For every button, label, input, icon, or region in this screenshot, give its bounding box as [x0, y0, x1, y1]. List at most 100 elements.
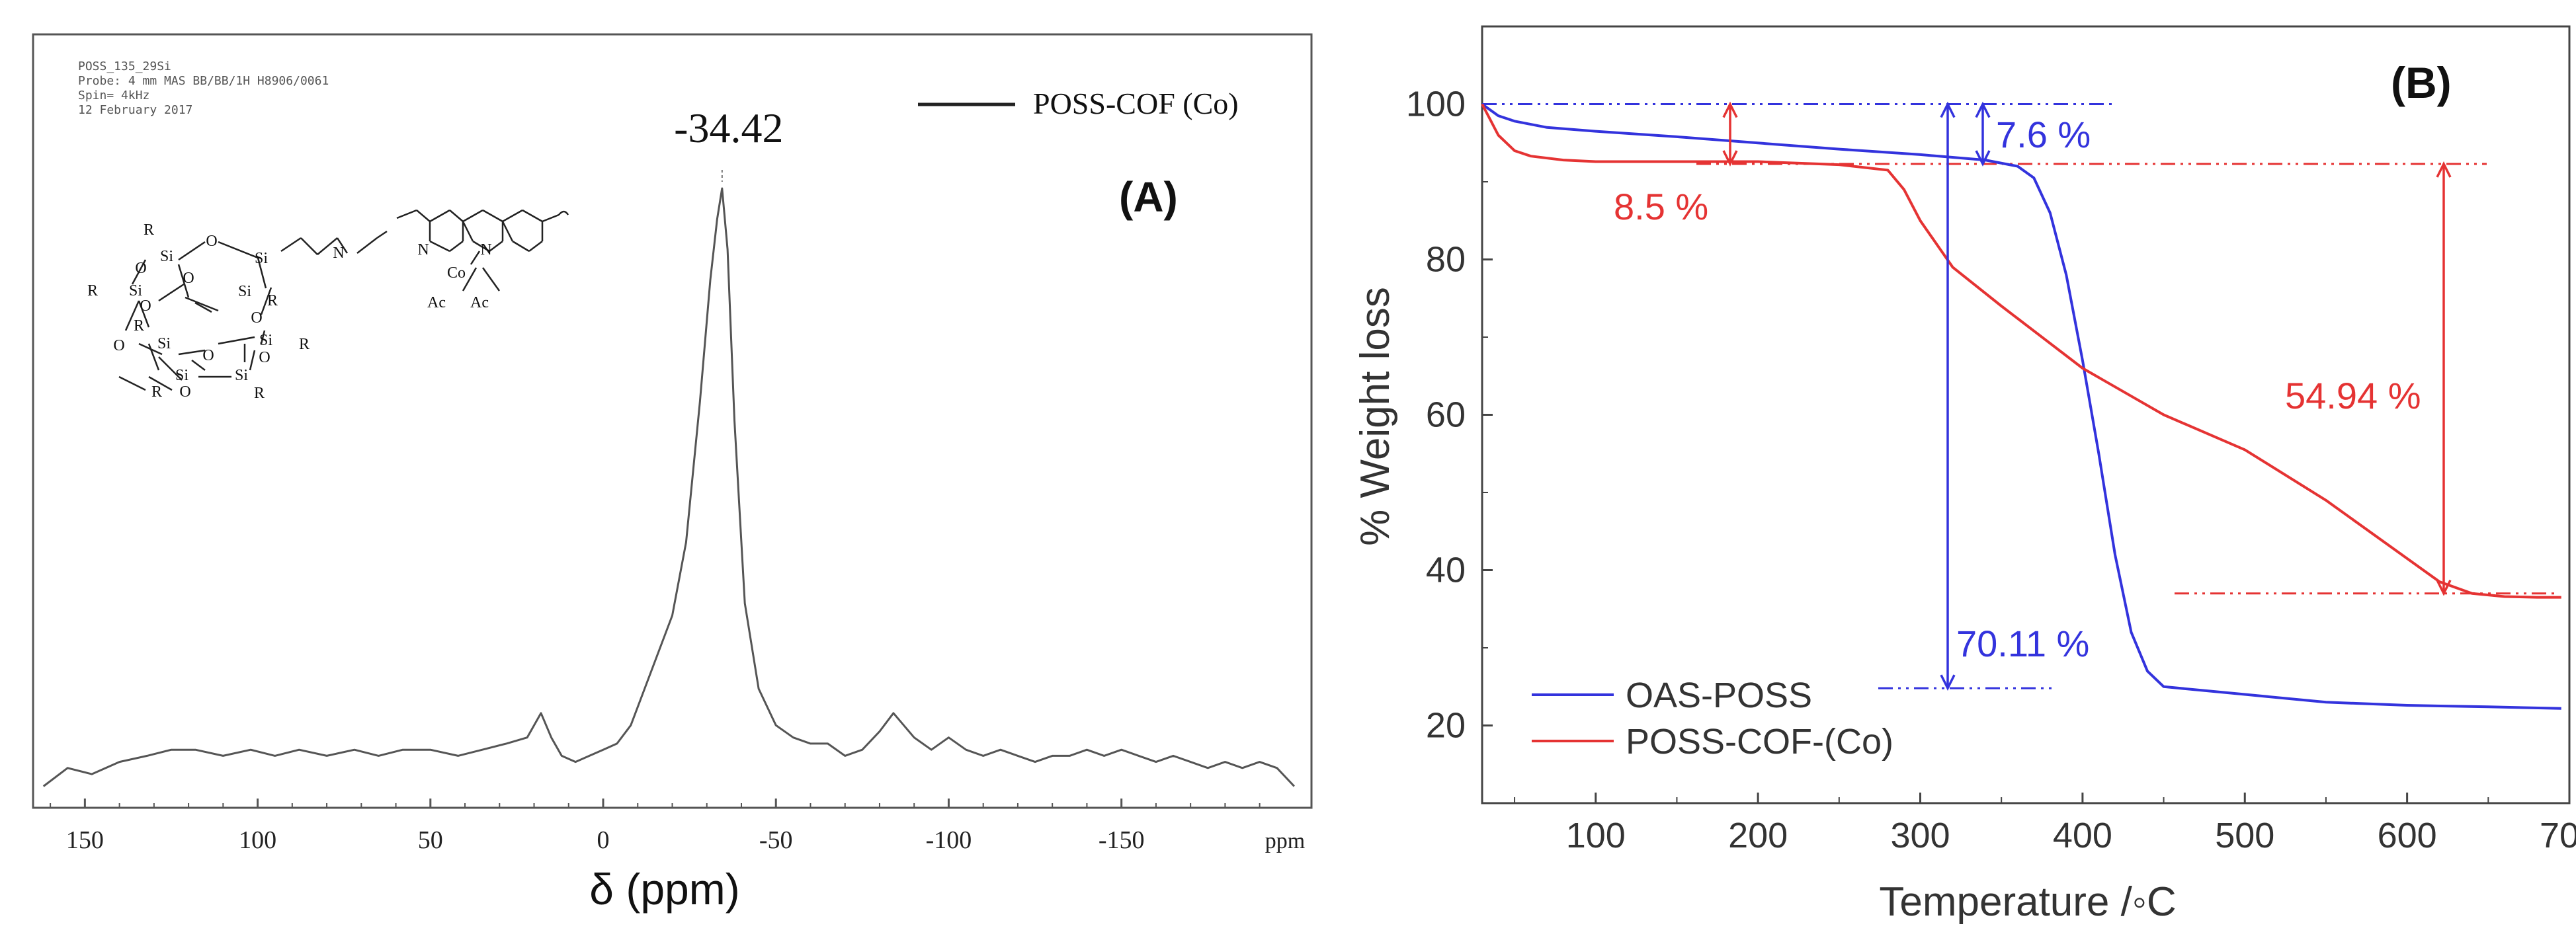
structure-atom-label: Si [129, 282, 142, 299]
x-tick-label-b: 200 [1728, 816, 1788, 855]
structure-bond [178, 241, 206, 261]
x-unit-label-a: ppm [1265, 829, 1305, 853]
structure-bond [482, 209, 503, 223]
structure-bond [260, 330, 266, 344]
structure-bond [429, 240, 450, 253]
structure-bond [429, 209, 450, 223]
structure-bond [124, 300, 140, 331]
structure-bond [356, 237, 378, 254]
structure-bond [462, 209, 483, 223]
structure-bond [542, 214, 560, 223]
x-tick-label-b: 100 [1566, 816, 1626, 855]
panel-label-a: (A) [1119, 173, 1178, 221]
structure-bond [502, 209, 523, 223]
x-axis-title-a: δ (ppm) [589, 865, 739, 914]
structure-bond [501, 221, 514, 242]
structure-atom-label: R [134, 317, 144, 334]
structure-atom-label: O [202, 347, 214, 364]
structure-bond [472, 240, 490, 253]
structure-bond [489, 241, 503, 252]
instrument-header-line: Spin= 4kHz [78, 89, 149, 102]
y-tick-label-b: 40 [1426, 551, 1466, 590]
y-tick-label-b: 20 [1426, 706, 1466, 746]
x-tick-label-a: 100 [239, 826, 276, 854]
structure-bond [138, 300, 150, 328]
structure-bond [177, 264, 190, 298]
structure-bond [257, 257, 267, 289]
annotation-label: 70.11 % [1956, 623, 2089, 664]
structure-atom-label: Co [447, 264, 466, 282]
instrument-header-line: Probe: 4 mm MAS BB/BB/1H H8906/0061 [78, 74, 329, 88]
structure-bond [158, 283, 185, 302]
structure-atom-label: Si [157, 335, 171, 352]
structure-atom-label: R [151, 383, 162, 401]
structure-bond [218, 336, 255, 345]
instrument-header-line: POSS_135_29Si [78, 59, 171, 73]
structure-atom-label: Si [238, 283, 251, 300]
structure-bond [449, 210, 464, 222]
structure-bond [191, 360, 206, 371]
annotation-label: 8.5 % [1614, 186, 1708, 227]
x-tick-label-b: 600 [2378, 816, 2437, 855]
structure-bond [470, 251, 481, 265]
arrow-8-5-head-bottom [1722, 150, 1738, 167]
structure-atom-label: R [87, 282, 98, 299]
x-tick-label-a: 0 [597, 826, 610, 854]
structure-atom-label: N [480, 241, 491, 258]
legend-label-oas-poss: OAS-POSS [1626, 676, 1812, 715]
panel-label-b: (B) [2391, 58, 2452, 107]
structure-atom-label: O [179, 383, 190, 401]
structure-bond [178, 349, 206, 356]
structure-atom-label: O [183, 270, 194, 287]
structure-bond [416, 210, 431, 222]
structure-atom-label: O [140, 297, 151, 315]
x-tick-label-b: 400 [2053, 816, 2112, 855]
structure-bond [376, 230, 388, 239]
arrow-8-5-head-top [1722, 101, 1738, 118]
legend-label-a: POSS-COF (Co) [1033, 87, 1239, 120]
structure-bond [462, 267, 478, 292]
structure-bond [512, 240, 530, 253]
legend-label-poss-cof-co: POSS-COF-(Co) [1626, 722, 1893, 762]
structure-bond [249, 350, 256, 371]
structure-atom-label: O [135, 260, 146, 277]
structure-atom-label: O [206, 233, 217, 250]
structure-atom-label: O [259, 349, 270, 366]
peak-label: -34.42 [674, 104, 783, 151]
instrument-header-line: 12 February 2017 [78, 103, 192, 117]
structure-atom-label: R [144, 221, 154, 239]
x-tick-label-b: 700 [2540, 816, 2576, 855]
structure-bond [522, 209, 543, 223]
structure-bond [336, 237, 349, 254]
structure-atom-label: R [254, 385, 265, 402]
annotation-label: 7.6 % [1996, 114, 2091, 155]
arrow-70-11-head-top [1940, 101, 1956, 118]
structure-bond [396, 209, 417, 219]
structure-bond [449, 241, 464, 252]
structure-atom-label: R [299, 336, 310, 353]
x-tick-label-a: 50 [418, 826, 443, 854]
structure-bond [462, 221, 474, 242]
x-tick-label-a: 150 [66, 826, 104, 854]
structure-bond [300, 237, 318, 255]
structure-atom-label: Si [259, 332, 272, 349]
arrow-7-6-head-top [1975, 101, 1991, 118]
structure-atom-label: Si [175, 367, 188, 384]
curve-poss-cof-co [1481, 103, 2561, 599]
structure-atom-label: Si [255, 250, 268, 267]
y-tick-label-b: 60 [1426, 395, 1466, 435]
structure-bond [148, 375, 173, 391]
structure-bond [158, 356, 183, 381]
structure-atom-label: N [333, 245, 344, 262]
y-axis-title-b: % Weight loss [1352, 287, 1398, 546]
structure-bond [147, 343, 160, 371]
structure-atom-label: Si [235, 367, 248, 384]
y-tick-label-b: 80 [1426, 240, 1466, 280]
arrow-54-94-head-bottom [2436, 579, 2452, 596]
x-axis-title-b: Temperature /◦C [1879, 879, 2176, 925]
plot-frame-a [32, 33, 1313, 809]
structure-bond [194, 301, 212, 313]
annotation-label: 54.94 % [2285, 375, 2421, 416]
structure-bond [185, 296, 219, 312]
structure-bond [218, 241, 259, 259]
